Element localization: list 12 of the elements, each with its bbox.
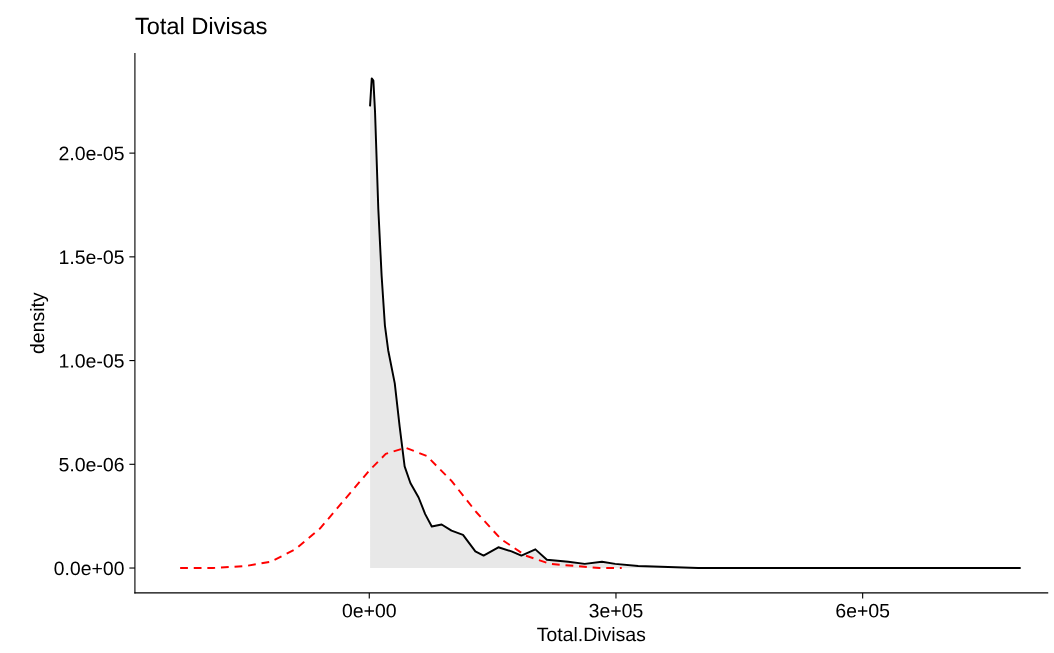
x-tick-label: 6e+05 bbox=[836, 603, 890, 618]
y-tick-label: 0.0e+00 bbox=[54, 561, 124, 576]
x-axis-title: Total.Divisas bbox=[537, 627, 646, 642]
y-tick-label: 1.0e-05 bbox=[60, 354, 124, 368]
x-tick-label: 0e+00 bbox=[342, 603, 396, 618]
y-axis-title: density bbox=[29, 292, 49, 354]
y-tick-label: 5.0e-06 bbox=[59, 457, 124, 472]
line-series bbox=[179, 446, 623, 569]
y-tick-label: 2.0e-05 bbox=[59, 146, 124, 161]
x-tick-label: 3e+05 bbox=[589, 603, 643, 618]
y-tick-label: 1.5e-05 bbox=[60, 250, 124, 265]
chart-title: Total Divisas bbox=[135, 16, 267, 35]
